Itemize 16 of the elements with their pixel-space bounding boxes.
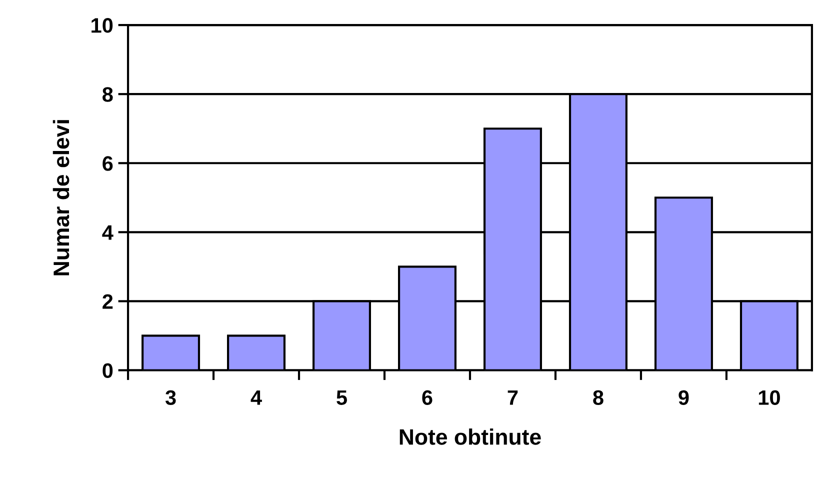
x-tick-label: 4: [250, 390, 262, 405]
y-tick-label: 6: [102, 156, 113, 171]
y-tick-label: 0: [102, 363, 113, 378]
y-tick-label: 2: [102, 294, 113, 309]
y-tick-label: 4: [102, 225, 114, 240]
x-tick-label: 5: [336, 390, 347, 405]
y-tick-label: 10: [92, 18, 113, 33]
x-tick-label: 7: [508, 390, 518, 405]
y-tick-label: 8: [102, 87, 113, 102]
x-tick-label: 9: [678, 390, 689, 405]
x-tick-label: 6: [422, 390, 432, 405]
y-axis-title: Numar de elevi: [52, 120, 70, 276]
x-tick-label: 10: [758, 390, 780, 405]
x-tick-label: 8: [593, 390, 604, 405]
x-axis-title: Note obtinute: [400, 428, 541, 445]
x-tick-label: 3: [165, 390, 176, 406]
